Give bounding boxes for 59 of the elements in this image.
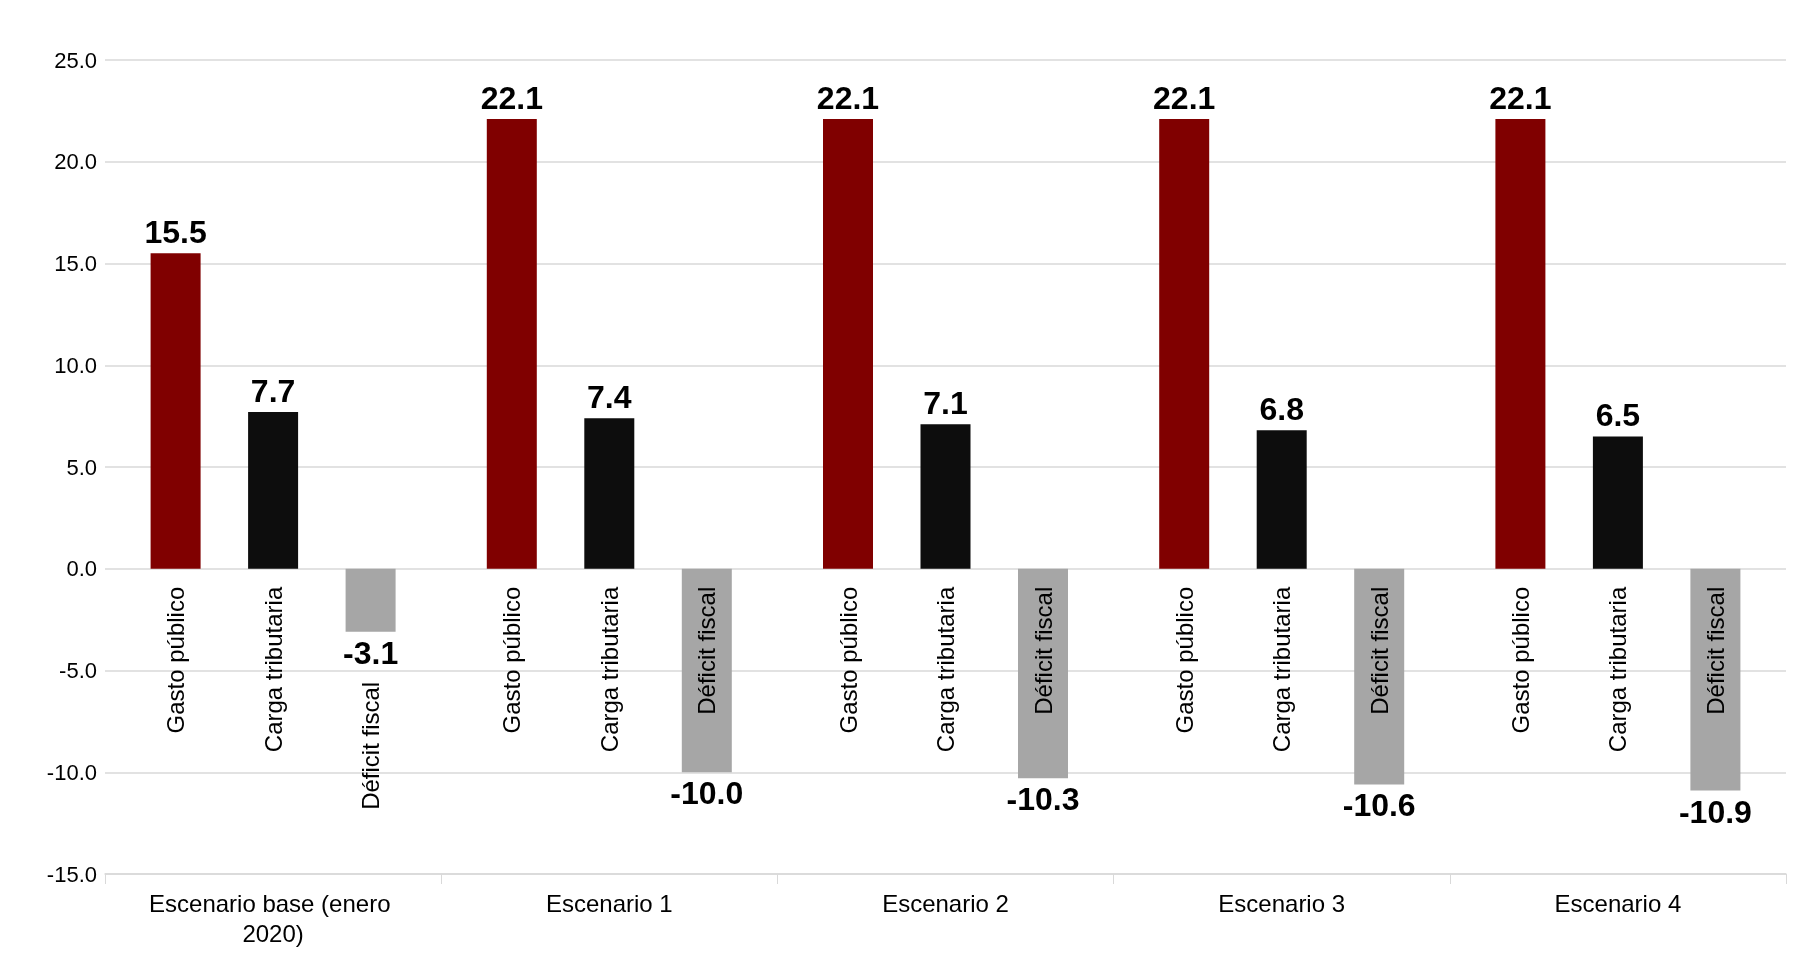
- text: Gasto público: [834, 586, 862, 734]
- data-label: -10.0: [670, 775, 744, 812]
- data-label: 22.1: [1489, 80, 1552, 117]
- text: Carga tributaria: [1604, 586, 1632, 753]
- data-label: 7.7: [250, 373, 296, 410]
- data-label: -10.6: [1342, 787, 1416, 824]
- x-tick-label: Escenario 1: [545, 889, 673, 917]
- data-label: 22.1: [816, 80, 880, 117]
- bar: [345, 568, 396, 632]
- text: Carga tributaria: [595, 586, 623, 753]
- text: Déficit fiscal: [1365, 586, 1393, 715]
- bar: [150, 253, 201, 569]
- y-tick-label: -15.0: [46, 861, 97, 887]
- data-label: -3.1: [343, 634, 399, 671]
- y-tick-label: 15.0: [54, 251, 97, 276]
- bar: [1018, 568, 1068, 779]
- x-tick-label: Escenario 3: [1218, 889, 1346, 917]
- y-tick-label: 5.0: [66, 454, 97, 480]
- bar: [1690, 568, 1741, 791]
- bar: [248, 412, 299, 569]
- data-label: 22.1: [1153, 80, 1216, 117]
- bar: [920, 424, 971, 569]
- bar: [1495, 119, 1546, 569]
- x-tick-label: Escenario 2: [882, 889, 1009, 917]
- bar: [1256, 430, 1307, 569]
- data-label: -10.9: [1678, 793, 1752, 830]
- y-tick-label: -5.0: [59, 658, 97, 683]
- bar: [1354, 568, 1405, 785]
- y-tick-label: -10.0: [46, 759, 97, 785]
- text: Déficit fiscal: [357, 681, 385, 810]
- bar: [1592, 436, 1643, 569]
- data-label: 6.8: [1259, 391, 1304, 428]
- bar: [681, 568, 732, 773]
- data-label: -10.3: [1006, 781, 1080, 818]
- text: Gasto público: [1506, 586, 1534, 734]
- data-label: 22.1: [480, 80, 543, 117]
- x-tick-label: Escenario base (enero 2020): [149, 889, 398, 947]
- data-label: 7.4: [587, 379, 632, 416]
- data-label: 7.1: [923, 385, 968, 422]
- text: Carga tributaria: [932, 586, 959, 753]
- x-tick-label: Escenario 4: [1554, 889, 1682, 917]
- y-tick-label: 20.0: [54, 149, 97, 175]
- text: Gasto público: [1170, 586, 1198, 734]
- bar: [584, 418, 635, 569]
- series-label: Déficit fiscal: [693, 586, 721, 715]
- y-tick-label: 0.0: [66, 556, 97, 582]
- text: Gasto público: [498, 586, 526, 734]
- text: Déficit fiscal: [1029, 586, 1057, 715]
- text: Carga tributaria: [259, 586, 287, 753]
- text: Carga tributaria: [1268, 586, 1296, 753]
- bar: [486, 119, 537, 569]
- y-tick-label: 10.0: [54, 352, 97, 378]
- data-label: 15.5: [144, 214, 207, 251]
- data-label: 6.5: [1595, 397, 1641, 434]
- text: Déficit fiscal: [1701, 586, 1729, 715]
- text: Gasto público: [162, 586, 190, 734]
- y-tick-label: 25.0: [54, 47, 97, 73]
- bar: [1159, 119, 1210, 569]
- bar: [823, 119, 873, 569]
